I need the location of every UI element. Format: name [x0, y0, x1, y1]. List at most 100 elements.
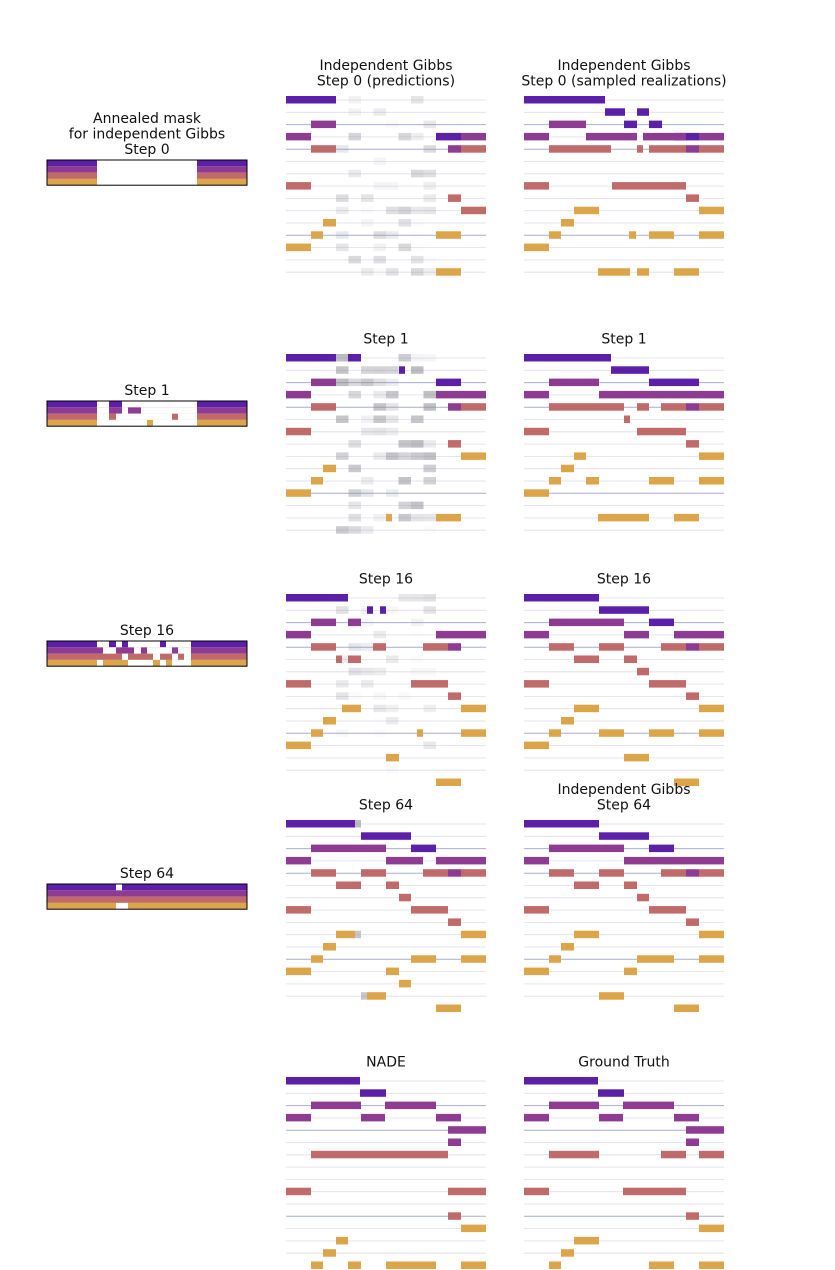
note-voice-4: [649, 729, 674, 737]
note-voice-1: [361, 832, 411, 840]
note-voice-2: [524, 856, 549, 865]
note-voice-2: [461, 132, 486, 141]
uncertain-cell: [398, 452, 411, 460]
uncertain-cell: [411, 219, 424, 227]
note-voice-4: [386, 513, 392, 522]
note-voice-2: [286, 390, 311, 399]
uncertain-cell: [336, 606, 349, 614]
uncertain-cell: [361, 643, 374, 651]
uncertain-cell: [423, 594, 436, 602]
note-voice-2: [524, 390, 549, 399]
note-voice-2: [674, 1113, 699, 1122]
panel-title-left-2-line: Step 16: [359, 572, 413, 588]
uncertain-cell: [398, 206, 411, 215]
uncertain-cell: [398, 477, 411, 485]
note-voice-4: [561, 1249, 574, 1257]
uncertain-cell: [361, 489, 374, 497]
uncertain-cell: [386, 366, 399, 374]
note-voice-4: [699, 729, 724, 737]
uncertain-cell: [386, 717, 399, 725]
masked-cell: [97, 401, 109, 408]
note-voice-2: [436, 856, 461, 865]
uncertain-cell: [336, 526, 349, 534]
uncertain-cell: [411, 415, 424, 423]
note-voice-3: [549, 1150, 599, 1159]
uncertain-cell: [423, 452, 436, 460]
note-voice-3: [699, 403, 724, 411]
mask-title-3: Step 64: [120, 866, 174, 882]
note-voice-4: [637, 268, 649, 276]
note-voice-2: [524, 630, 549, 639]
panel-title-right-3-line: Step 64: [597, 798, 651, 814]
note-voice-3: [348, 655, 361, 663]
note-voice-4: [417, 729, 423, 737]
uncertain-cell: [411, 440, 424, 448]
uncertain-cell: [386, 390, 399, 399]
masked-cell: [122, 653, 128, 660]
uncertain-cell: [423, 606, 436, 614]
note-voice-1: [605, 108, 625, 116]
panel-title-left-1: Step 1: [363, 332, 408, 348]
note-voice-3: [686, 1212, 699, 1220]
note-voice-4: [598, 268, 630, 276]
note-voice-4: [649, 231, 674, 239]
uncertain-cell: [386, 120, 399, 129]
pianoroll-right-2: [524, 594, 724, 786]
note-voice-4: [286, 489, 311, 497]
panel-title-left-0-line: Step 0 (predictions): [317, 74, 455, 90]
note-voice-4: [399, 979, 411, 988]
note-voice-4: [524, 741, 549, 750]
uncertain-cell: [361, 268, 374, 276]
uncertain-cell: [386, 704, 399, 713]
mask-title-0-line: for independent Gibbs: [69, 127, 225, 143]
pianoroll-right-0: [524, 96, 724, 276]
panel-title-left-4: NADE: [366, 1055, 406, 1071]
note-voice-3: [661, 1150, 686, 1159]
uncertain-cell: [373, 692, 386, 700]
masked-cell: [153, 419, 197, 427]
masked-cell: [103, 647, 116, 654]
note-voice-3: [361, 869, 386, 877]
note-voice-4: [624, 753, 649, 762]
pianoroll-left-0: [286, 96, 486, 276]
uncertain-cell: [411, 268, 424, 276]
note-voice-4: [549, 1261, 561, 1269]
note-voice-3: [661, 869, 686, 877]
note-voice-2: [524, 132, 549, 141]
masked-cell: [116, 902, 128, 910]
uncertain-cell: [348, 390, 361, 399]
note-voice-3: [599, 643, 624, 651]
note-voice-1: [524, 820, 599, 828]
note-voice-4: [598, 513, 649, 522]
uncertain-cell: [411, 354, 424, 362]
note-voice-2: [448, 1126, 486, 1134]
uncertain-cell: [424, 656, 437, 664]
note-voice-4: [311, 729, 323, 737]
note-voice-1: [286, 354, 336, 362]
masked-cell: [172, 653, 178, 660]
masked-cell: [122, 401, 197, 408]
note-voice-2: [549, 844, 624, 853]
uncertain-cell: [386, 489, 399, 497]
note-voice-3: [699, 145, 724, 153]
masked-cell: [184, 653, 191, 660]
note-voice-4: [599, 992, 624, 1000]
uncertain-cell: [411, 513, 424, 522]
note-voice-4: [336, 930, 355, 939]
note-voice-1: [436, 132, 461, 141]
masked-cell: [122, 407, 128, 414]
uncertain-cell: [423, 667, 436, 676]
uncertain-cell: [348, 132, 361, 141]
uncertain-cell: [348, 643, 361, 651]
note-voice-4: [624, 967, 637, 976]
uncertain-cell: [336, 194, 349, 202]
uncertain-cell: [386, 594, 399, 602]
note-voice-3: [524, 1187, 549, 1196]
note-voice-3: [624, 881, 637, 889]
uncertain-cell: [336, 692, 349, 700]
uncertain-cell: [423, 403, 436, 411]
note-voice-1: [348, 354, 361, 362]
note-voice-4: [386, 753, 399, 762]
masked-cell: [178, 413, 197, 420]
